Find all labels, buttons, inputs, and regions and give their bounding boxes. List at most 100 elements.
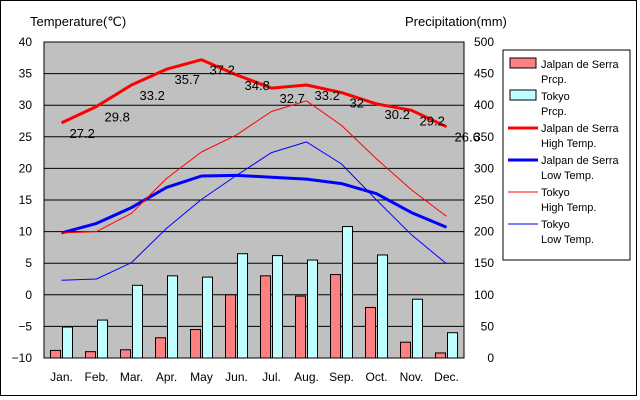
legend-label: Prcp.: [541, 74, 567, 86]
precip-bar: [342, 226, 353, 359]
data-label: 30.2: [385, 107, 410, 122]
precip-bar: [307, 259, 318, 359]
x-tick-label: Jan.: [50, 370, 73, 384]
right-tick-label: 0: [487, 351, 494, 365]
left-tick-label: 40: [19, 35, 33, 49]
temperature-line: [61, 173, 448, 235]
precip-bar: [97, 319, 108, 359]
precip-bar: [190, 329, 201, 359]
right-tick-label: 250: [474, 193, 494, 207]
precipitation-bars: [50, 226, 458, 359]
gridlines: [44, 73, 464, 327]
x-tick-label: Jun.: [225, 370, 248, 384]
left-tick-label: 5: [25, 256, 32, 270]
data-label: 37.2: [210, 63, 235, 78]
data-label: 32: [350, 96, 364, 111]
legend-label: High Temp.: [541, 138, 596, 150]
precip-bar: [260, 275, 271, 359]
legend-label: Jalpan de Serra: [541, 59, 620, 71]
precip-bar: [435, 352, 446, 359]
legend-swatch: [509, 57, 537, 69]
right-tick-label: 200: [474, 225, 494, 239]
precip-bar: [85, 351, 96, 359]
precip-bar: [412, 298, 423, 359]
legend-label: Jalpan de Serra: [541, 123, 620, 135]
x-tick-label: Nov.: [400, 370, 424, 384]
x-tick-label: Aug.: [294, 370, 319, 384]
right-tick-label: 350: [474, 130, 494, 144]
left-tick-label: 20: [19, 161, 33, 175]
left-tick-label: 0: [25, 288, 32, 302]
temperature-line: [60, 58, 448, 129]
precip-bar: [167, 275, 178, 359]
precip-bar: [237, 253, 248, 359]
left-tick-label: −5: [18, 319, 32, 333]
precip-bar: [330, 274, 341, 359]
precip-bar: [120, 349, 131, 359]
data-label: 35.7: [175, 72, 200, 87]
right-tick-label: 500: [474, 35, 494, 49]
legend-label: Tokyo: [541, 91, 570, 103]
left-tick-label: 25: [19, 130, 33, 144]
precip-bar: [377, 254, 388, 359]
legend-label: Tokyo: [541, 187, 570, 199]
data-label: 33.2: [315, 88, 340, 103]
temperature-line: [61, 100, 447, 234]
x-tick-label: Feb.: [84, 370, 108, 384]
data-label: 26.6: [455, 130, 480, 145]
data-label: 29.2: [420, 113, 445, 128]
legend-label: High Temp.: [541, 202, 596, 214]
data-label: 29.8: [105, 109, 130, 124]
x-axis-ticks: Jan. Feb. Mar. Apr. May Jun. Jul. Aug. Sep. Oct. N…: [50, 370, 459, 384]
right-tick-label: 300: [474, 161, 494, 175]
data-label: 32.7: [280, 91, 305, 106]
temperature-line: [61, 141, 447, 281]
right-tick-label: 50: [481, 319, 495, 333]
precip-bar: [202, 276, 213, 359]
left-tick-label: 35: [19, 67, 33, 81]
x-tick-label: Jul.: [262, 370, 281, 384]
left-axis-title: Temperature(℃): [30, 14, 126, 29]
x-tick-label: Sep.: [329, 370, 354, 384]
x-tick-label: Dec.: [434, 370, 459, 384]
left-tick-label: 10: [19, 225, 33, 239]
precip-bar: [155, 337, 166, 359]
legend: Jalpan de Serra Prcp. Tokyo Prcp. Jalpan de …: [508, 57, 620, 246]
legend-label: Low Temp.: [541, 234, 594, 246]
right-tick-label: 100: [474, 288, 494, 302]
precip-bar: [62, 326, 73, 359]
right-tick-label: 150: [474, 256, 494, 270]
precip-bar: [132, 284, 143, 359]
legend-label: Jalpan de Serra: [541, 155, 620, 167]
left-axis-ticks: 40 35 30 25 20 15 10 5 0 −5 −10: [12, 35, 33, 365]
precip-bar: [400, 341, 411, 359]
right-tick-label: 400: [474, 98, 494, 112]
legend-box: [502, 49, 631, 261]
precip-bar: [225, 294, 236, 359]
data-label: 33.2: [140, 88, 165, 103]
x-tick-label: Mar.: [120, 370, 143, 384]
legend-label: Low Temp.: [541, 170, 594, 182]
left-tick-label: 15: [19, 193, 33, 207]
temperature-lines: [60, 58, 448, 281]
x-tick-label: Oct.: [365, 370, 387, 384]
precip-bar: [50, 349, 61, 359]
left-tick-label: 30: [19, 98, 33, 112]
precip-bar: [272, 255, 283, 359]
data-labels: 27.2 29.8 33.2 35.7 37.2 34.8 32.7 33.2 32 30.2 29…: [70, 63, 480, 145]
data-label: 34.8: [245, 78, 270, 93]
precip-bar: [447, 332, 458, 359]
data-label: 27.2: [70, 126, 95, 141]
x-tick-label: Apr.: [156, 370, 177, 384]
legend-label: Prcp.: [541, 106, 567, 118]
precip-bar: [295, 295, 306, 359]
right-tick-label: 450: [474, 67, 494, 81]
legend-label: Tokyo: [541, 219, 570, 231]
precip-bar: [365, 306, 376, 359]
x-tick-label: May: [190, 370, 213, 384]
legend-swatch: [509, 89, 537, 101]
right-axis-title: Precipitation(mm): [405, 14, 507, 29]
left-tick-label: −10: [12, 351, 33, 365]
